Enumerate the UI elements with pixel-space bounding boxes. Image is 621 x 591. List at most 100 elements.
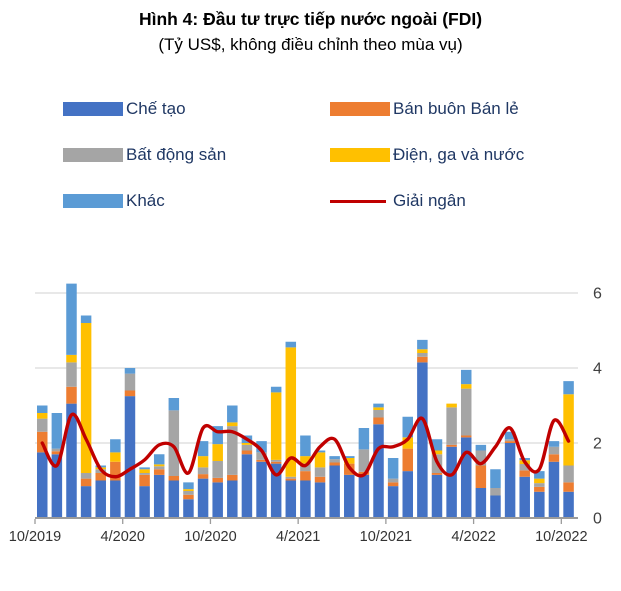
bar-segment	[563, 482, 574, 492]
bar-segment	[387, 486, 399, 518]
legend-item-che-tao: Chế tạo	[63, 99, 330, 119]
bar-segment	[37, 405, 48, 413]
bar-segment	[358, 428, 370, 450]
bar-segment	[314, 482, 326, 518]
bar-segment	[563, 491, 574, 518]
bar-segment	[417, 349, 428, 353]
bar-segment	[227, 426, 238, 475]
bar-segment	[431, 473, 443, 475]
bar-segment	[504, 431, 516, 440]
bar-segment	[519, 476, 530, 518]
y-axis-labels: 0 2 4 6	[593, 286, 602, 528]
x-axis: 10/2019 4/2020 10/2020 4/2021 10/2021 4/2022 1…	[9, 517, 588, 545]
bar-segment	[66, 386, 77, 404]
legend-item-giai-ngan: Giải ngân	[330, 191, 621, 211]
bar-segment	[227, 480, 238, 518]
bar-segment	[227, 422, 238, 427]
bar-segment	[80, 323, 92, 473]
bar-segment	[329, 459, 340, 463]
bar-segment	[197, 456, 209, 468]
fdi-chart: 10/2019 4/2020 10/2020 4/2021 10/2021 4/2022 1…	[9, 283, 602, 545]
bar-segment	[183, 499, 194, 518]
legend-swatch-che-tao	[63, 102, 123, 116]
bar-segment	[387, 458, 399, 479]
bar-segment	[344, 458, 355, 464]
bar-segment	[460, 435, 472, 438]
bar-segment	[373, 407, 384, 410]
bar-segment	[417, 339, 428, 350]
bar-segment	[212, 482, 223, 518]
bar-segment	[490, 495, 501, 518]
x-tick-label: 10/2021	[360, 529, 412, 545]
bar-segment	[197, 467, 209, 475]
bar-segment	[51, 448, 63, 452]
bar-segment	[95, 480, 106, 518]
bar-segment	[241, 454, 253, 518]
stacked-bars	[37, 283, 574, 518]
bar-segment	[344, 456, 355, 458]
bar-segment	[534, 483, 545, 487]
bar-segment	[285, 480, 297, 518]
bar-segment	[504, 439, 516, 442]
bar-segment	[563, 465, 574, 483]
bar-segment	[460, 388, 472, 436]
bar-segment	[80, 486, 92, 518]
bar-segment	[300, 456, 311, 464]
bar-segment	[431, 450, 443, 455]
legend-label-che-tao: Chế tạo	[126, 99, 186, 118]
bar-segment	[139, 473, 150, 475]
figure-title: Hình 4: Đầu tư trực tiếp nước ngoài (FDI…	[138, 9, 483, 29]
bar-segment	[110, 439, 121, 453]
bar-segment	[460, 437, 472, 518]
bar-segment	[256, 461, 267, 518]
x-tick-label: 4/2021	[276, 529, 320, 545]
legend-item-bat-dong-san: Bất động sản	[63, 145, 330, 165]
bar-segment	[314, 476, 326, 483]
y-tick-label: 4	[593, 361, 602, 378]
bar-segment	[475, 444, 487, 451]
legend-label-ban-buon-ban-le: Bán buôn Bán lẻ	[393, 99, 519, 118]
bar-segment	[519, 470, 530, 477]
bar-segment	[168, 410, 180, 476]
bar-segment	[285, 341, 297, 348]
bar-segment	[446, 444, 457, 447]
bar-segment	[314, 452, 326, 468]
bar-segment	[329, 462, 340, 466]
bar-segment	[66, 403, 77, 518]
bar-segment	[504, 441, 516, 443]
bar-segment	[285, 476, 297, 479]
bar-segment	[153, 474, 165, 518]
bar-segment	[402, 416, 413, 438]
bar-segment	[139, 469, 150, 473]
legend-label-giai-ngan: Giải ngân	[393, 191, 466, 210]
bar-segment	[139, 467, 150, 470]
bar-segment	[373, 410, 384, 418]
legend-swatch-ban-buon-ban-le	[330, 102, 390, 116]
bar-segment	[387, 478, 399, 483]
bar-segment	[417, 362, 428, 518]
bar-segment	[285, 478, 297, 481]
bar-segment	[212, 426, 223, 445]
legend-item-ban-buon-ban-le: Bán buôn Bán lẻ	[330, 99, 621, 119]
bar-segment	[183, 491, 194, 495]
bar-segment	[37, 413, 48, 419]
bar-segment	[80, 478, 92, 487]
bar-segment	[241, 444, 253, 451]
bar-segment	[197, 478, 209, 518]
bar-segment	[417, 353, 428, 357]
bar-segment	[256, 452, 267, 460]
bar-segment	[270, 461, 282, 464]
bar-segment	[548, 446, 560, 455]
bar-segment	[387, 482, 399, 487]
bar-segment	[300, 463, 311, 472]
bar-segment	[256, 441, 267, 453]
bar-segment	[534, 471, 545, 479]
bar-segment	[212, 461, 223, 478]
bar-segment	[66, 354, 77, 363]
bar-segment	[153, 464, 165, 467]
bar-segment	[66, 362, 77, 387]
legend-label-dien-ga-nuoc: Điện, ga và nước	[393, 145, 525, 164]
bar-segment	[124, 390, 136, 397]
bar-segment	[475, 450, 487, 466]
bar-segment	[548, 461, 560, 518]
